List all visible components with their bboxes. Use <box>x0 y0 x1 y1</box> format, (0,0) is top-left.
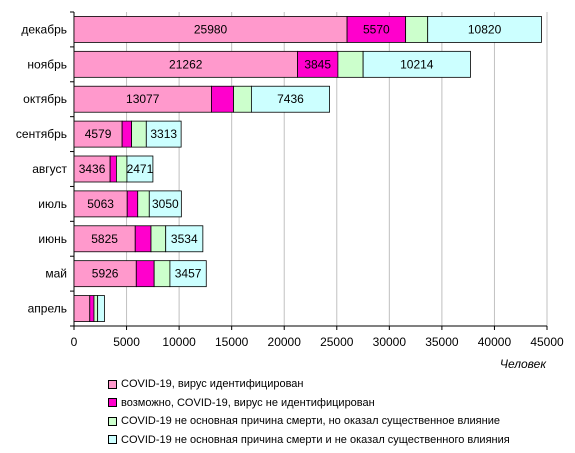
legend-swatch <box>108 435 117 445</box>
bar-segment <box>73 50 298 78</box>
data-label: 10214 <box>400 57 434 71</box>
x-tick-label: 30000 <box>373 335 407 349</box>
bar-segment <box>121 120 132 148</box>
bar-segment <box>134 225 152 253</box>
bar-segment <box>135 260 155 288</box>
bar-segment <box>427 16 542 43</box>
x-axis-title: Человек <box>500 357 547 371</box>
bar-segment <box>211 85 234 113</box>
data-label: 3457 <box>175 267 202 281</box>
data-label: 2471 <box>127 162 154 176</box>
legend-label: COVID-19 не основная причина смерти, но … <box>121 415 500 428</box>
y-tick-label: ноябрь <box>27 57 67 71</box>
bar-segment <box>165 225 204 253</box>
bar-segment <box>362 50 471 78</box>
y-tick-label: июнь <box>38 232 67 246</box>
bar-segment <box>126 190 139 218</box>
bar-segment <box>73 295 91 322</box>
bar-segment <box>137 190 150 218</box>
x-tick-label: 5000 <box>113 335 140 349</box>
bar-segment <box>297 50 339 78</box>
x-tick-label: 45000 <box>530 335 564 349</box>
data-label: 4579 <box>85 127 112 141</box>
legend-label: COVID-19 не основная причина смерти и не… <box>121 433 510 446</box>
bar-segment <box>73 155 111 183</box>
legend-swatch <box>108 416 117 426</box>
legend: COVID-19, вирус идентифицирован возможно… <box>108 375 510 449</box>
legend-item: COVID-19, вирус идентифицирован <box>108 375 510 394</box>
data-label: 3845 <box>304 57 331 71</box>
data-label: 5926 <box>92 267 119 281</box>
bar-segment <box>233 85 252 113</box>
data-label: 3534 <box>171 232 198 246</box>
x-tick-label: 0 <box>71 335 78 349</box>
data-label: 25980 <box>194 22 228 36</box>
bar-segment <box>73 225 136 253</box>
bar-segment <box>337 50 364 78</box>
bar-segment <box>116 155 128 183</box>
bar-segment <box>150 225 167 253</box>
bar-segment <box>97 295 105 322</box>
data-label: 3313 <box>150 127 177 141</box>
y-tick-label: сентябрь <box>16 127 67 141</box>
bar-segment <box>153 260 171 288</box>
x-tick-label: 25000 <box>320 335 354 349</box>
legend-item: COVID-19 не основная причина смерти, но … <box>108 412 510 431</box>
y-tick-label: октябрь <box>23 92 67 106</box>
data-label: 10820 <box>468 22 502 36</box>
x-tick-label: 40000 <box>478 335 512 349</box>
bar-segment <box>109 155 117 183</box>
legend-label: COVID-19, вирус идентифицирован <box>121 378 304 391</box>
x-tick-label: 15000 <box>215 335 249 349</box>
bar-segment <box>73 120 123 148</box>
bar-segment <box>126 155 154 183</box>
x-tick-label: 35000 <box>425 335 459 349</box>
bar-segment <box>169 260 207 288</box>
legend-swatch <box>108 398 117 408</box>
legend-item: возможно, COVID-19, вирус не идентифицир… <box>108 394 510 413</box>
data-label: 21262 <box>169 57 203 71</box>
x-tick-label: 10000 <box>162 335 196 349</box>
data-label: 13077 <box>126 92 160 106</box>
legend-swatch <box>108 379 117 389</box>
y-tick-label: декабрь <box>21 22 67 36</box>
bar-segment <box>73 16 348 43</box>
data-label: 7436 <box>277 92 304 106</box>
bar-segment <box>145 120 182 148</box>
legend-label: возможно, COVID-19, вирус не идентифицир… <box>121 396 375 409</box>
bar-segment <box>131 120 147 148</box>
bar-segment <box>89 295 95 322</box>
legend-item: COVID-19 не основная причина смерти и не… <box>108 431 510 450</box>
y-tick-label: июль <box>38 197 67 211</box>
bar-segment <box>250 85 330 113</box>
bar-segment <box>148 190 182 218</box>
x-tick-label: 20000 <box>268 335 302 349</box>
data-label: 3436 <box>79 162 106 176</box>
bar-segment <box>405 16 429 43</box>
data-label: 5825 <box>91 232 118 246</box>
data-label: 5063 <box>87 197 114 211</box>
data-label: 5570 <box>363 22 390 36</box>
y-tick-label: апрель <box>28 302 67 316</box>
y-tick-label: август <box>32 162 67 176</box>
data-label: 3050 <box>152 197 179 211</box>
bar-segment <box>93 295 99 322</box>
y-tick-label: май <box>45 267 67 281</box>
